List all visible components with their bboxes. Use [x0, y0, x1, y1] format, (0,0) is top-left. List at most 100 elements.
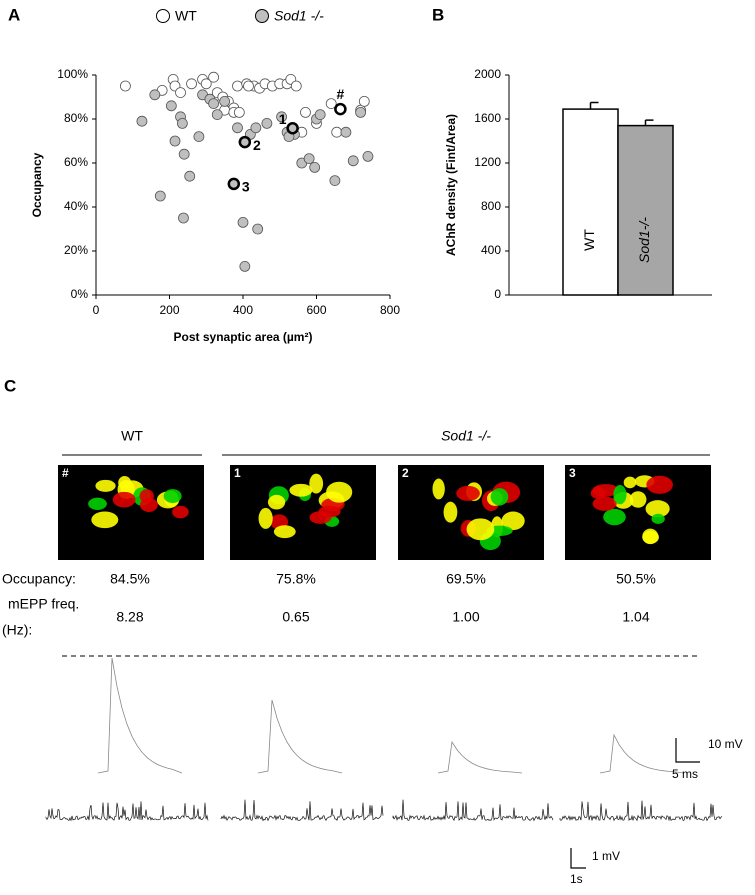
point: [303, 153, 315, 165]
x-tick-label: 600: [306, 303, 326, 317]
panel-letter: A: [8, 5, 20, 24]
micrograph: [230, 465, 376, 560]
point: [193, 131, 205, 143]
group-label: WT: [121, 428, 143, 444]
y-axis-label: Occupancy: [30, 152, 44, 217]
legend-label: WT: [175, 8, 197, 24]
bar: [562, 108, 619, 296]
point: [169, 135, 181, 147]
synapse-blob: [651, 513, 665, 524]
highlight-point: [334, 102, 347, 116]
y-tick-label: 400: [481, 243, 501, 257]
x-tick-label: 200: [159, 303, 179, 317]
y-tick-label: 2000: [474, 67, 501, 81]
point: [314, 109, 326, 120]
point: [186, 78, 197, 90]
point: [136, 115, 148, 127]
synapse-blob: [163, 489, 182, 504]
occupancy-value: 75.8%: [276, 571, 316, 587]
freq-value: 1.00: [452, 609, 479, 625]
x-tick-label: 0: [93, 303, 100, 317]
point: [200, 78, 212, 90]
synapse-blob: [456, 485, 480, 501]
y-tick-label: 0%: [71, 287, 89, 301]
synapse-blob: [139, 497, 158, 512]
micrograph-label: 3: [569, 466, 576, 480]
point: [232, 80, 243, 92]
synapse-blob: [91, 511, 119, 529]
point: [252, 223, 264, 235]
synapse-blob: [95, 479, 116, 492]
noise-trace: [220, 799, 384, 822]
point: [211, 109, 223, 120]
x-tick-label: 800: [380, 303, 400, 317]
point: [176, 118, 188, 129]
noise-trace: [392, 799, 554, 822]
freq-value: 1.04: [622, 609, 649, 625]
occupancy-value: 50.5%: [616, 571, 656, 587]
freq-value: 0.65: [282, 609, 309, 625]
legend-marker: [156, 9, 170, 23]
scale-bar: [570, 848, 586, 869]
micrograph: [398, 465, 544, 560]
point: [355, 107, 367, 118]
synapse-blob: [112, 491, 136, 508]
synapse-blob: [88, 497, 107, 510]
synapse-blob: [309, 511, 332, 524]
point: [261, 118, 273, 129]
scale-label: 1 mV: [592, 849, 620, 863]
point: [309, 161, 321, 173]
freq-label: mEPP freq.: [8, 596, 79, 612]
point: [347, 155, 359, 167]
scale-label: 1s: [570, 872, 583, 886]
epp-trace: [437, 740, 523, 774]
epp-trace: [257, 699, 343, 774]
synapse-blob: [623, 476, 637, 489]
x-axis-label: Post synaptic area (µm²): [174, 330, 313, 344]
point: [250, 122, 262, 134]
highlight-label: 3: [242, 179, 250, 195]
micrograph-label: 2: [402, 466, 409, 480]
micrograph-label: #: [62, 466, 69, 480]
noise-trace: [559, 800, 723, 822]
point: [276, 111, 287, 123]
synapse-blob: [172, 505, 189, 519]
synapse-blob: [645, 500, 670, 518]
synapse-blob: [642, 528, 659, 545]
highlight-label: 2: [253, 137, 261, 153]
synapse-blob: [613, 485, 627, 505]
synapse-blob: [309, 473, 324, 494]
group-label: Sod1 -/-: [441, 428, 491, 444]
legend-label: Sod1 -/-: [274, 8, 324, 24]
y-tick-label: 80%: [64, 111, 88, 125]
point: [243, 80, 254, 92]
occupancy-label: Occupancy:: [2, 571, 76, 587]
synapse-blob: [326, 481, 353, 503]
synapse-blob: [258, 507, 273, 529]
point: [290, 80, 302, 92]
freq-label: (Hz):: [2, 622, 32, 638]
point: [233, 107, 245, 118]
noise-trace: [45, 801, 209, 822]
synapse-blob: [646, 475, 673, 494]
synapse-blob: [590, 487, 606, 499]
y-tick-label: 800: [481, 199, 501, 213]
y-tick-label: 0: [494, 287, 501, 301]
scale-bar: [675, 738, 700, 763]
synapse-blob: [592, 496, 617, 511]
synapse-blob: [289, 483, 313, 497]
occupancy-value: 69.5%: [446, 571, 486, 587]
y-axis-label: AChR density (Fint/Area): [444, 114, 458, 256]
epp-trace: [599, 733, 685, 774]
bar-label: Sod1-/-: [636, 217, 652, 263]
synapse-blob: [466, 518, 495, 541]
y-tick-label: 1600: [474, 111, 501, 125]
error-bar: [589, 101, 599, 110]
point: [184, 170, 196, 182]
synapse-blob: [501, 511, 525, 531]
point: [219, 96, 231, 107]
x-tick-label: 400: [233, 303, 253, 317]
point: [239, 260, 251, 272]
y-tick-label: 1200: [474, 155, 501, 169]
point: [300, 107, 311, 118]
